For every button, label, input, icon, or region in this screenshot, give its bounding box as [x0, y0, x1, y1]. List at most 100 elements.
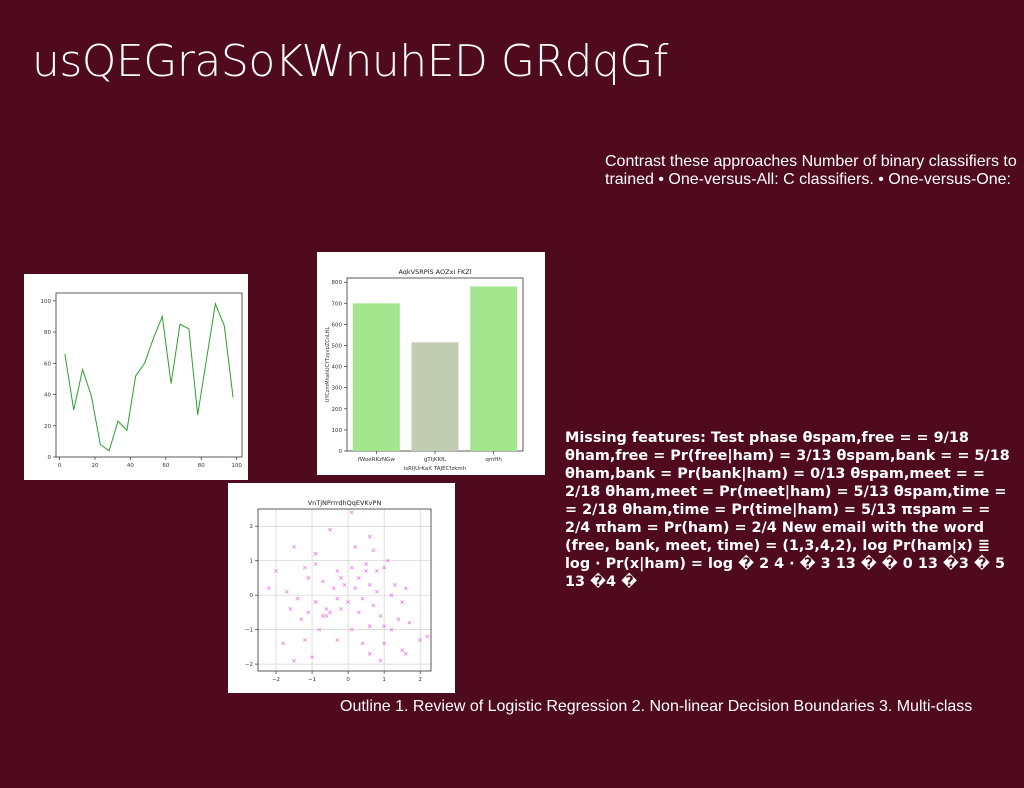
x-tick-label: 1 [382, 677, 386, 683]
y-tick-label: 60 [44, 361, 51, 367]
scatter-point [302, 638, 307, 642]
scatter-point [367, 534, 372, 539]
scatter-point [328, 527, 332, 532]
x-tick-label: 0 [346, 677, 350, 683]
scatter-point [295, 596, 300, 601]
y-tick-label: 700 [332, 301, 343, 307]
scatter-point [367, 651, 372, 656]
scatter-point [367, 582, 372, 587]
scatter-point [299, 617, 304, 622]
scatter-point [317, 627, 322, 632]
scatter-point [403, 586, 408, 591]
scatter-point [320, 579, 325, 584]
scatter-point [375, 569, 379, 573]
x-axis-label: lsRIjUrKaX TAJECfzkmh [404, 466, 467, 472]
bar-chart-panel: AqkVSRPlS AOZxi FKZl 0 100 200 300 400 500 600 7… [317, 252, 545, 475]
scatter-point [288, 607, 293, 611]
outline-text: Outline 1. Review of Logistic Regression… [340, 698, 973, 715]
scatter-point [393, 582, 397, 587]
scatter-point [306, 576, 311, 580]
scatter-point [371, 603, 376, 608]
scatter-point [425, 634, 430, 639]
y-tick-label: 300 [332, 386, 343, 392]
line-chart-panel: 0 20 40 60 80 100 0 20 40 60 80 100 [24, 274, 248, 480]
scatter-point [324, 613, 329, 618]
scatter-point [400, 600, 405, 604]
scatter-point [367, 624, 372, 629]
bar-chart: AqkVSRPlS AOZxi FKZl 0 100 200 300 400 500 600 7… [325, 268, 524, 472]
scatter-point [353, 586, 358, 591]
y-tick-label: 2 [250, 524, 254, 530]
scatter-point [349, 565, 354, 570]
y-tick-label: −1 [245, 628, 253, 634]
x-tick-label: qmHh [485, 457, 502, 463]
scatter-point [396, 617, 401, 622]
y-axis-label: UYCzmMhahUCYTzyvpZCnLHL [325, 327, 331, 403]
chart-title: VnTjNPrrrdhQqEVKvPN [308, 499, 382, 507]
scatter-point [389, 627, 394, 632]
scatter-point [302, 565, 307, 570]
scatter-point [310, 655, 314, 660]
line-chart: 0 20 40 60 80 100 0 20 40 60 80 100 [41, 292, 243, 469]
x-tick-label: −1 [308, 677, 316, 683]
scatter-point [335, 569, 340, 573]
scatter-point [331, 586, 336, 591]
scatter-point [313, 551, 318, 556]
scatter-point [349, 510, 354, 515]
scatter-point [335, 638, 340, 642]
chart-title: AqkVSRPlS AOZxi FKZl [398, 268, 471, 276]
scatter-point [357, 576, 361, 580]
scatter-point [382, 641, 387, 646]
scatter-point [339, 607, 343, 611]
scatter-point [306, 610, 311, 615]
scatter-point [324, 607, 329, 611]
y-tick-label: 200 [332, 407, 343, 413]
plot-frame [55, 292, 243, 458]
y-tick-label: 40 [44, 393, 51, 399]
scatter-point [320, 613, 325, 618]
scatter-chart: VnTjNPrrrdhQqEVKvPN −2 −1 0 1 2 −2 −1 0 1 2 [245, 499, 432, 683]
missing-features-text: Missing features: Test phase θspam,free … [565, 430, 1010, 590]
scatter-point [353, 545, 358, 549]
scatter-point [266, 586, 271, 591]
data-line [64, 302, 234, 452]
y-tick-label: 80 [44, 330, 51, 336]
scatter-point [360, 641, 365, 646]
contrast-text: Contrast these approaches Number of bina… [605, 153, 1017, 188]
y-tick-label: 0 [48, 455, 52, 461]
scatter-point [339, 576, 343, 580]
y-tick-label: 100 [41, 299, 52, 305]
scatter-point [407, 620, 412, 625]
scatter-point [313, 562, 318, 567]
bar [470, 286, 518, 451]
scatter-point [375, 589, 379, 594]
y-tick-label: 0 [339, 449, 343, 455]
scatter-point [389, 593, 394, 598]
x-tick-label: −2 [272, 677, 280, 683]
x-tick-label: 20 [91, 463, 98, 469]
x-tick-label: fWoeRKzNGw [358, 457, 395, 463]
x-tick-label: gTIjKKfL [424, 457, 447, 463]
y-tick-label: 400 [332, 365, 343, 371]
scatter-point [364, 569, 369, 573]
scatter-point [364, 562, 369, 567]
y-tick-label: −2 [245, 662, 253, 668]
x-tick-label: 60 [162, 463, 169, 469]
x-tick-label: 2 [418, 677, 422, 683]
scatter-point [382, 624, 387, 629]
scatter-point [292, 658, 296, 663]
scatter-point [400, 648, 405, 653]
bar [352, 303, 400, 451]
y-tick-label: 600 [332, 322, 343, 328]
scatter-point [313, 600, 318, 604]
y-tick-label: 1 [250, 559, 254, 565]
slide-title: usQEGraSoKWnuhED GRdqGf [32, 36, 668, 87]
bar [411, 342, 459, 451]
plot-frame [257, 508, 432, 672]
scatter-point [349, 627, 354, 632]
x-tick-label: 100 [231, 463, 242, 469]
y-tick-label: 20 [44, 424, 51, 430]
scatter-point [403, 651, 408, 656]
scatter-point [371, 548, 376, 553]
scatter-point [328, 610, 332, 615]
